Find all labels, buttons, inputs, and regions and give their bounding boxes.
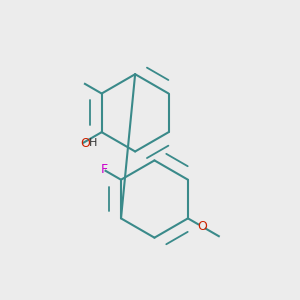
Text: O: O [80,137,90,150]
Text: H: H [88,139,97,148]
Text: F: F [101,163,108,176]
Text: O: O [197,220,207,233]
